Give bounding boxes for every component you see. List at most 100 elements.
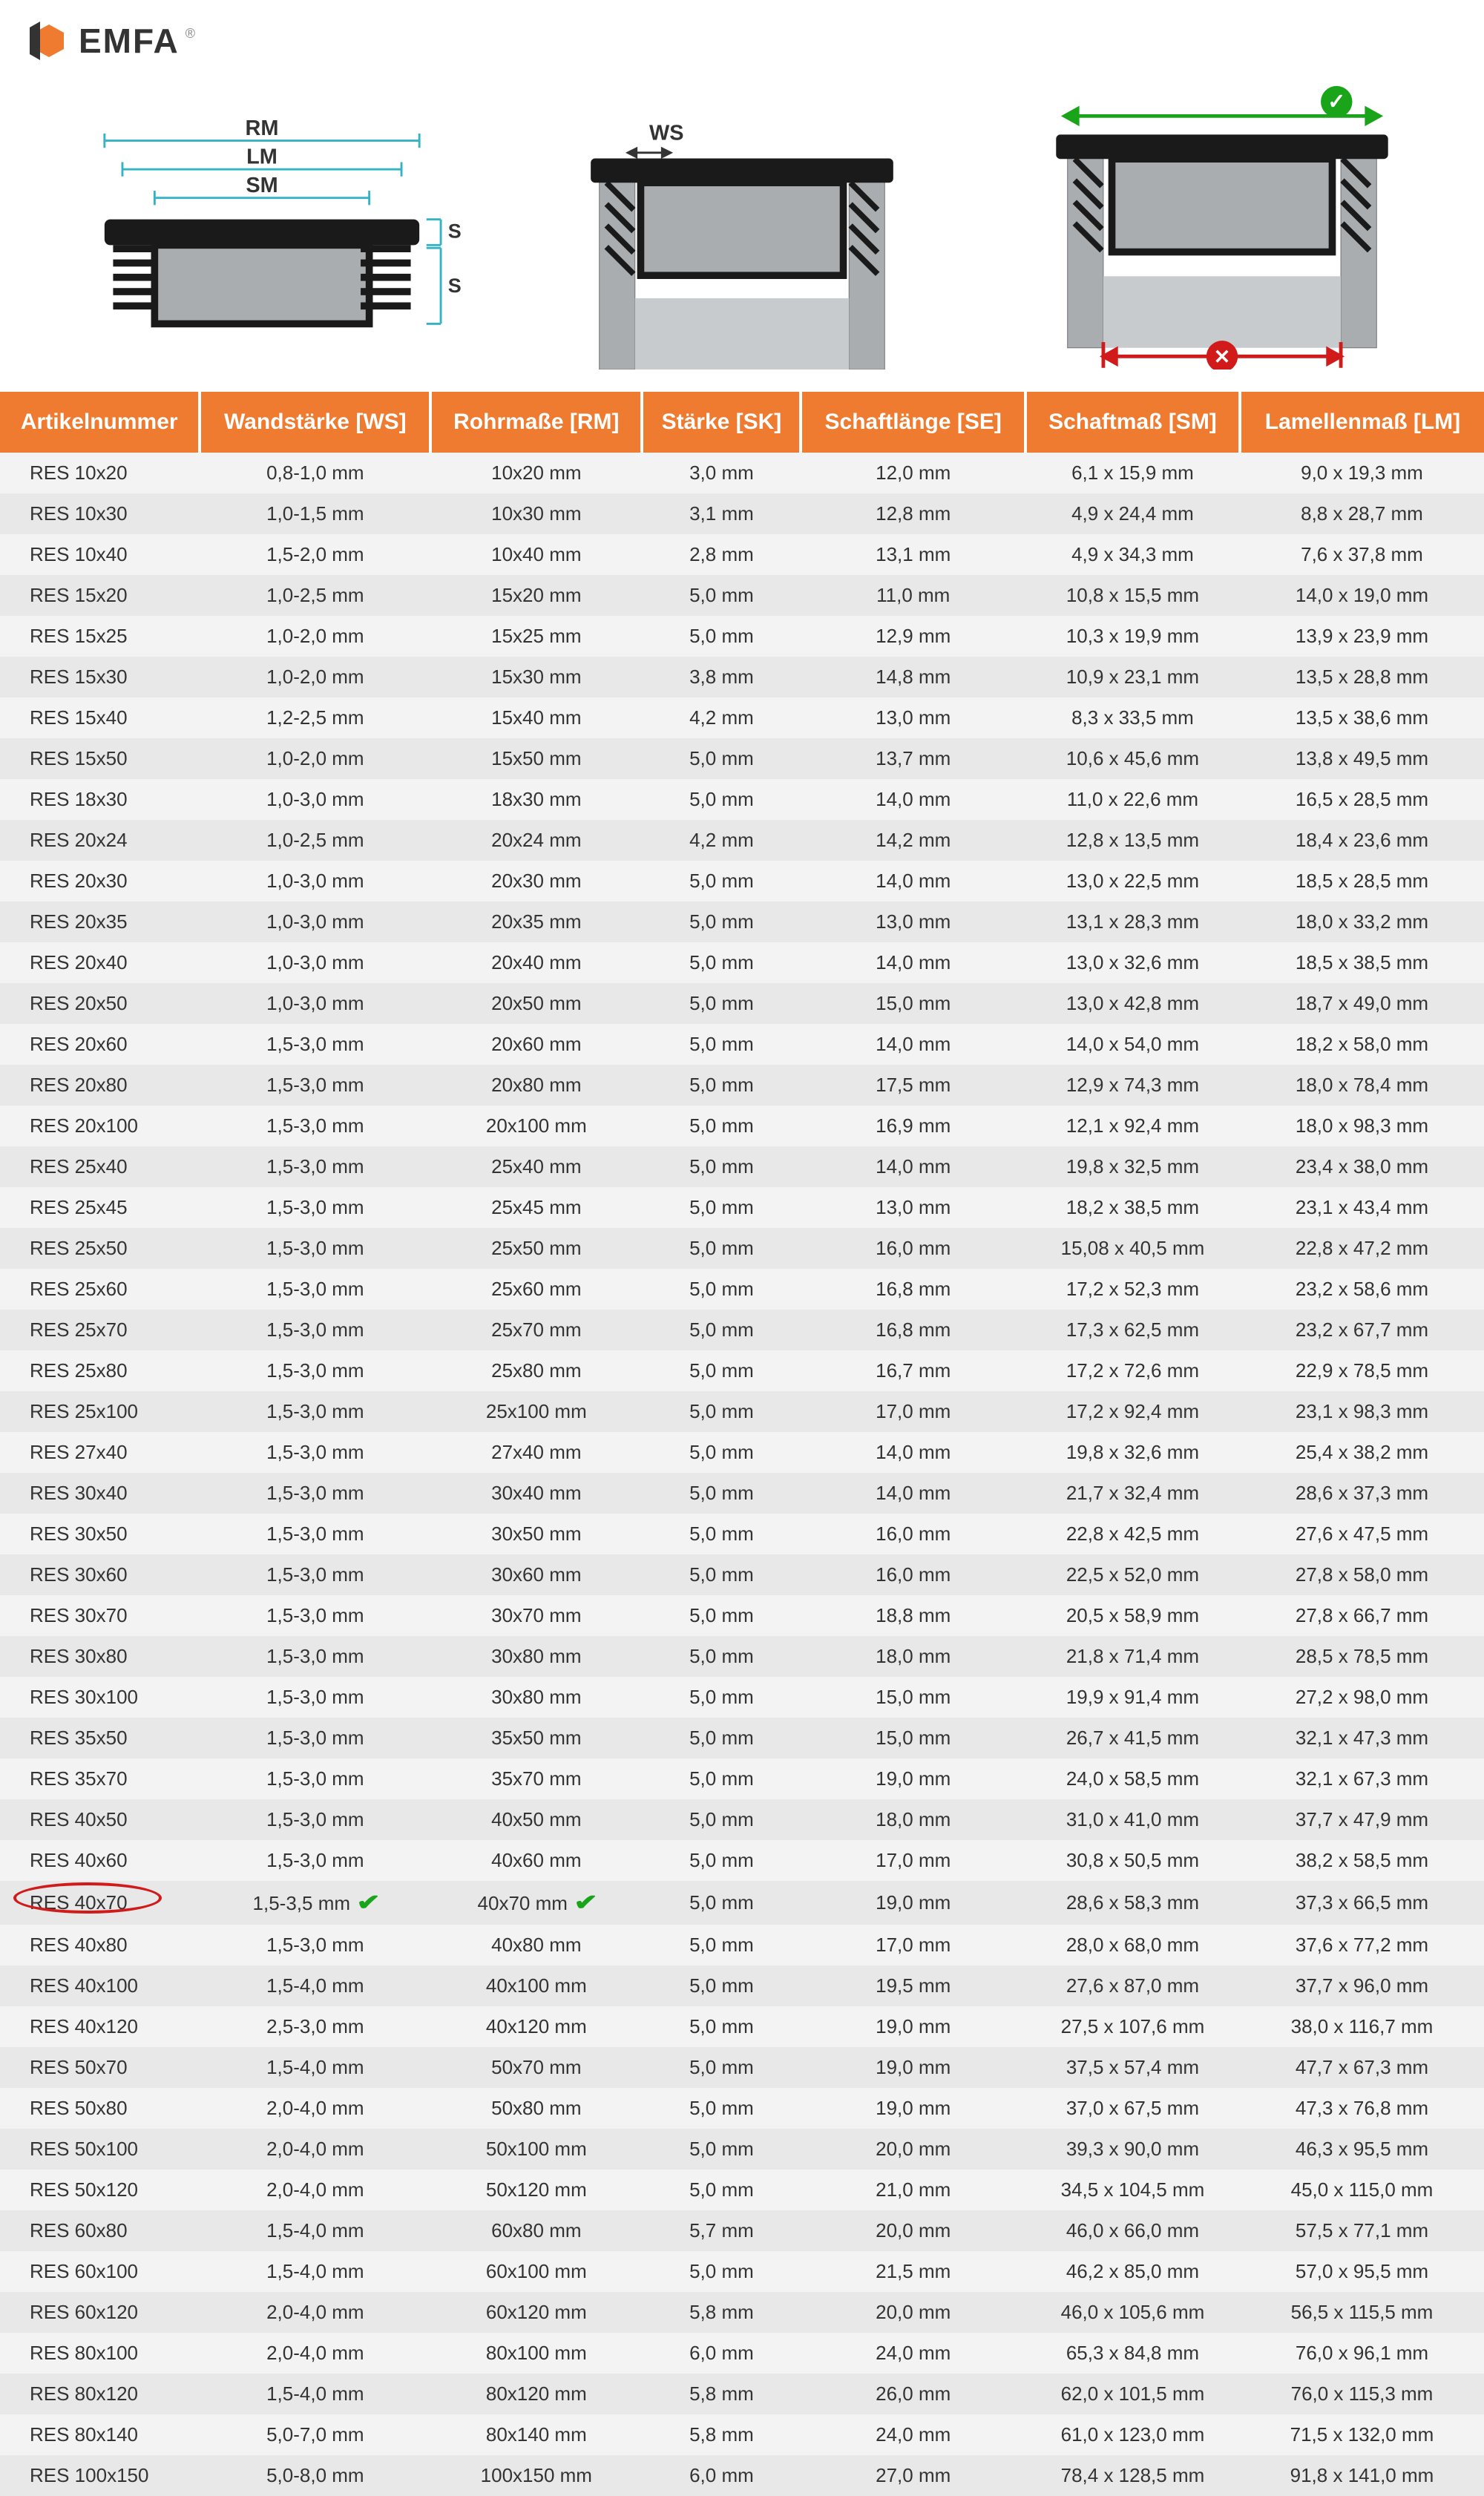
table-row: RES 27x401,5-3,0 mm27x40 mm5,0 mm14,0 mm… <box>0 1432 1484 1473</box>
cell-value: 1,0-3,0 mm <box>200 901 430 942</box>
cell-value: 5,0 mm <box>642 1228 801 1269</box>
cell-article: RES 80x140 <box>0 2414 200 2455</box>
table-row: RES 20x1001,5-3,0 mm20x100 mm5,0 mm16,9 … <box>0 1106 1484 1146</box>
diagrams-row: RM LM SM <box>0 76 1484 392</box>
cell-value: 18,0 mm <box>801 1636 1025 1677</box>
cell-value: 10,9 x 23,1 mm <box>1025 657 1240 697</box>
cell-value: 25x80 mm <box>430 1350 642 1391</box>
cell-value: 14,0 mm <box>801 1024 1025 1065</box>
cell-value: 26,7 x 41,5 mm <box>1025 1718 1240 1758</box>
cell-value: 1,0-2,0 mm <box>200 616 430 657</box>
cell-value: 60x100 mm <box>430 2251 642 2292</box>
cell-value: 47,3 x 76,8 mm <box>1240 2088 1484 2129</box>
cell-value: 19,5 mm <box>801 1965 1025 2006</box>
cell-value: 24,0 x 58,5 mm <box>1025 1758 1240 1799</box>
cell-value: 20x24 mm <box>430 820 642 861</box>
cell-value: 25x45 mm <box>430 1187 642 1228</box>
cell-article: RES 15x30 <box>0 657 200 697</box>
cell-value: 5,0 mm <box>642 942 801 983</box>
cell-value: 12,9 mm <box>801 616 1025 657</box>
table-row: RES 40x801,5-3,0 mm40x80 mm5,0 mm17,0 mm… <box>0 1925 1484 1965</box>
cell-value: 80x100 mm <box>430 2333 642 2374</box>
cell-value: 5,8 mm <box>642 2374 801 2414</box>
cell-value: 30x70 mm <box>430 1595 642 1636</box>
cell-value: 24,0 mm <box>801 2333 1025 2374</box>
label-se: SE <box>448 275 462 297</box>
cell-value: 23,1 x 43,4 mm <box>1240 1187 1484 1228</box>
cell-value: 71,5 x 132,0 mm <box>1240 2414 1484 2455</box>
cell-value: 32,1 x 47,3 mm <box>1240 1718 1484 1758</box>
cell-value: 5,0 mm <box>642 1187 801 1228</box>
cell-value: 1,0-3,0 mm <box>200 779 430 820</box>
cell-value: 21,0 mm <box>801 2170 1025 2210</box>
cell-article: RES 25x40 <box>0 1146 200 1187</box>
cell-value: 30x40 mm <box>430 1473 642 1514</box>
label-lm: LM <box>246 145 278 168</box>
cell-article: RES 40x50 <box>0 1799 200 1840</box>
table-row: RES 30x501,5-3,0 mm30x50 mm5,0 mm16,0 mm… <box>0 1514 1484 1554</box>
cell-value: 18,2 x 38,5 mm <box>1025 1187 1240 1228</box>
cell-value: 1,5-4,0 mm <box>200 2251 430 2292</box>
cell-value: 1,2-2,5 mm <box>200 697 430 738</box>
cell-value: 5,0 mm <box>642 1799 801 1840</box>
cell-value: 39,3 x 90,0 mm <box>1025 2129 1240 2170</box>
cell-value: 28,6 x 37,3 mm <box>1240 1473 1484 1514</box>
cell-value: 38,2 x 58,5 mm <box>1240 1840 1484 1881</box>
cell-value: 1,5-3,0 mm <box>200 1269 430 1310</box>
table-body: RES 10x200,8-1,0 mm10x20 mm3,0 mm12,0 mm… <box>0 453 1484 2496</box>
spec-table: ArtikelnummerWandstärke [WS]Rohrmaße [RM… <box>0 392 1484 2496</box>
cell-value: 18,7 x 49,0 mm <box>1240 983 1484 1024</box>
cell-value: 14,0 mm <box>801 942 1025 983</box>
cell-value: 50x80 mm <box>430 2088 642 2129</box>
cell-value: 2,8 mm <box>642 534 801 575</box>
cell-article: RES 50x80 <box>0 2088 200 2129</box>
col-header-2: Rohrmaße [RM] <box>430 392 642 453</box>
cell-value: 2,0-4,0 mm <box>200 2088 430 2129</box>
cell-value: 40x80 mm <box>430 1925 642 1965</box>
cell-value: 28,6 x 58,3 mm <box>1025 1881 1240 1925</box>
cell-article: RES 15x25 <box>0 616 200 657</box>
table-row: RES 30x401,5-3,0 mm30x40 mm5,0 mm14,0 mm… <box>0 1473 1484 1514</box>
table-row: RES 80x1201,5-4,0 mm80x120 mm5,8 mm26,0 … <box>0 2374 1484 2414</box>
cell-value: 5,8 mm <box>642 2414 801 2455</box>
brand-name: EMFA <box>79 21 180 61</box>
cell-article: RES 40x120 <box>0 2006 200 2047</box>
cell-value: 5,0 mm <box>642 1024 801 1065</box>
cell-value: 15x20 mm <box>430 575 642 616</box>
cell-value: 15x40 mm <box>430 697 642 738</box>
cell-value: 46,0 x 66,0 mm <box>1025 2210 1240 2251</box>
table-row: RES 10x200,8-1,0 mm10x20 mm3,0 mm12,0 mm… <box>0 453 1484 493</box>
cell-value: 5,0 mm <box>642 2006 801 2047</box>
cell-value: 12,8 mm <box>801 493 1025 534</box>
cell-value: 23,2 x 67,7 mm <box>1240 1310 1484 1350</box>
cell-article: RES 35x70 <box>0 1758 200 1799</box>
cell-value: 25x100 mm <box>430 1391 642 1432</box>
label-sk: SK <box>448 220 462 242</box>
cell-value: 35x50 mm <box>430 1718 642 1758</box>
cell-value: 8,8 x 28,7 mm <box>1240 493 1484 534</box>
cell-article: RES 50x120 <box>0 2170 200 2210</box>
table-row: RES 30x801,5-3,0 mm30x80 mm5,0 mm18,0 mm… <box>0 1636 1484 1677</box>
label-sm: SM <box>246 174 278 197</box>
cell-value: 1,5-3,0 mm <box>200 1595 430 1636</box>
cell-value: 1,5-3,0 mm <box>200 1310 430 1350</box>
cell-article: RES 27x40 <box>0 1432 200 1473</box>
cell-value: 18,0 x 78,4 mm <box>1240 1065 1484 1106</box>
cell-value: 5,0 mm <box>642 616 801 657</box>
diagram-dimensions: RM LM SM <box>45 112 480 370</box>
cell-value: 46,2 x 85,0 mm <box>1025 2251 1240 2292</box>
table-row: RES 18x301,0-3,0 mm18x30 mm5,0 mm14,0 mm… <box>0 779 1484 820</box>
cell-value: 20x60 mm <box>430 1024 642 1065</box>
cell-value: 13,1 x 28,3 mm <box>1025 901 1240 942</box>
cell-value: 12,1 x 92,4 mm <box>1025 1106 1240 1146</box>
table-row: RES 50x802,0-4,0 mm50x80 mm5,0 mm19,0 mm… <box>0 2088 1484 2129</box>
cell-value: 12,0 mm <box>801 453 1025 493</box>
cell-value: 37,7 x 47,9 mm <box>1240 1799 1484 1840</box>
cell-value: 80x140 mm <box>430 2414 642 2455</box>
cell-value: 12,9 x 74,3 mm <box>1025 1065 1240 1106</box>
cell-value: 5,0 mm <box>642 575 801 616</box>
cell-value: 18,8 mm <box>801 1595 1025 1636</box>
cell-value: 1,5-3,0 mm <box>200 1718 430 1758</box>
cell-article: RES 10x20 <box>0 453 200 493</box>
cell-value: 5,8 mm <box>642 2292 801 2333</box>
